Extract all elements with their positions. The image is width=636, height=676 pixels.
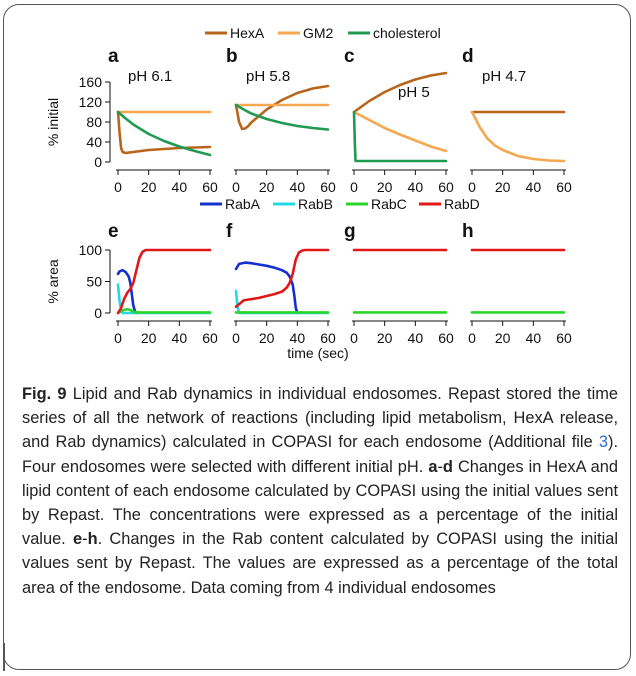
panel-range-eh-end: h — [87, 530, 98, 549]
legend-label-gm2: GM2 — [303, 25, 334, 41]
x-tick-label: 40 — [172, 179, 188, 195]
series-hexa-b — [234, 84, 330, 131]
caption-part-4: . Changes in the Rab content calculated … — [22, 530, 618, 597]
x-tick-label: 0 — [468, 330, 476, 346]
y-tick-label: 0 — [94, 305, 102, 321]
x-tick-label: 20 — [141, 179, 157, 195]
series-cholesterol-b — [234, 103, 330, 131]
legend-label-rabc: RabC — [371, 196, 407, 212]
legend-label-rabd: RabD — [444, 196, 480, 212]
x-tick-label: 20 — [495, 179, 511, 195]
legend-label-hexa: HexA — [230, 25, 265, 41]
y-tick-label: 80 — [86, 114, 102, 130]
panel-letter-e: e — [108, 221, 119, 242]
legend-label-cholesterol: cholesterol — [373, 25, 441, 41]
x-tick-label: 60 — [438, 330, 454, 346]
panel-range-ad-dash: - — [437, 457, 443, 476]
x-tick-label: 0 — [468, 179, 476, 195]
y-tick-label: 40 — [86, 134, 102, 150]
panel-range-ad-start: a — [428, 457, 438, 476]
figure-label: Fig. 9 — [22, 385, 67, 403]
series-cholesterol-a — [116, 110, 212, 157]
series-cholesterol-c — [352, 110, 448, 163]
ph-label-c: pH 5 — [398, 84, 430, 101]
series-raba-f — [234, 261, 299, 315]
panel-range-eh-dash: - — [82, 530, 88, 549]
y-tick-label: 120 — [79, 94, 103, 110]
caption-part-1: Lipid and Rab dynamics in individual end… — [22, 385, 618, 452]
x-tick-label: 0 — [232, 330, 240, 346]
y-tick-label: 160 — [79, 74, 103, 90]
x-tick-label: 40 — [290, 330, 306, 346]
x-tick-label: 20 — [259, 330, 275, 346]
figure-frame — [3, 4, 631, 670]
x-tick-label: 40 — [526, 179, 542, 195]
panel-letter-f: f — [226, 221, 233, 242]
x-tick-label: 40 — [172, 330, 188, 346]
additional-file-link[interactable]: 3 — [598, 433, 608, 452]
frame-bottom-rule — [3, 643, 5, 671]
legend-label-rabb: RabB — [298, 196, 333, 212]
x-tick-label: 40 — [408, 330, 424, 346]
legend-label-raba: RabA — [225, 196, 261, 212]
x-tick-label: 60 — [556, 179, 572, 195]
x-tick-label: 40 — [526, 330, 542, 346]
x-tick-label: 0 — [232, 179, 240, 195]
panel-letter-c: c — [344, 46, 355, 67]
panel-letter-b: b — [226, 46, 238, 67]
x-axis-title: time (sec) — [287, 345, 348, 361]
y-tick-label: 0 — [94, 154, 102, 170]
panel-range-eh-start: e — [72, 530, 83, 549]
x-tick-label: 60 — [202, 330, 218, 346]
x-tick-label: 0 — [114, 179, 122, 195]
y-axis-title: % area — [45, 259, 61, 304]
panel-letter-h: h — [462, 221, 474, 242]
x-tick-label: 60 — [320, 179, 336, 195]
y-tick-label: 100 — [79, 242, 103, 258]
series-rabb-f — [234, 289, 330, 315]
ph-label-d: pH 4.7 — [482, 68, 526, 85]
series-hexa-c — [352, 71, 448, 114]
x-tick-label: 40 — [290, 179, 306, 195]
ph-label-a: pH 6.1 — [128, 68, 172, 85]
x-tick-label: 20 — [259, 179, 275, 195]
x-tick-label: 0 — [350, 179, 358, 195]
series-rabd-e — [116, 248, 212, 315]
y-axis-title: % initial — [45, 98, 61, 146]
series-hexa-a — [116, 110, 212, 155]
x-tick-label: 20 — [377, 330, 393, 346]
panel-letter-a: a — [108, 46, 119, 67]
x-tick-label: 40 — [408, 179, 424, 195]
caption-part-2: ). Four endosomes were selected with dif… — [22, 433, 618, 476]
series-raba-e — [116, 268, 138, 315]
series-gm2-c — [352, 110, 448, 153]
series-gm2-d — [470, 110, 566, 163]
x-tick-label: 60 — [438, 179, 454, 195]
ph-label-b: pH 5.8 — [246, 68, 290, 85]
y-tick-label: 50 — [86, 274, 102, 290]
caption-part-3: Changes in HexA and lipid content of eac… — [22, 457, 618, 549]
x-tick-label: 20 — [377, 179, 393, 195]
x-tick-label: 20 — [141, 330, 157, 346]
series-rabd-f — [234, 248, 330, 309]
x-tick-label: 0 — [350, 330, 358, 346]
figure-caption: Fig. 9 Lipid and Rab dynamics in individ… — [22, 382, 618, 600]
x-tick-label: 60 — [202, 179, 218, 195]
x-tick-label: 60 — [320, 330, 336, 346]
panel-letter-d: d — [462, 46, 474, 67]
x-tick-label: 20 — [495, 330, 511, 346]
panel-letter-g: g — [344, 221, 356, 242]
x-tick-label: 0 — [114, 330, 122, 346]
panel-range-ad-end: d — [442, 457, 453, 476]
series-rabc-e — [116, 307, 212, 315]
x-tick-label: 60 — [556, 330, 572, 346]
